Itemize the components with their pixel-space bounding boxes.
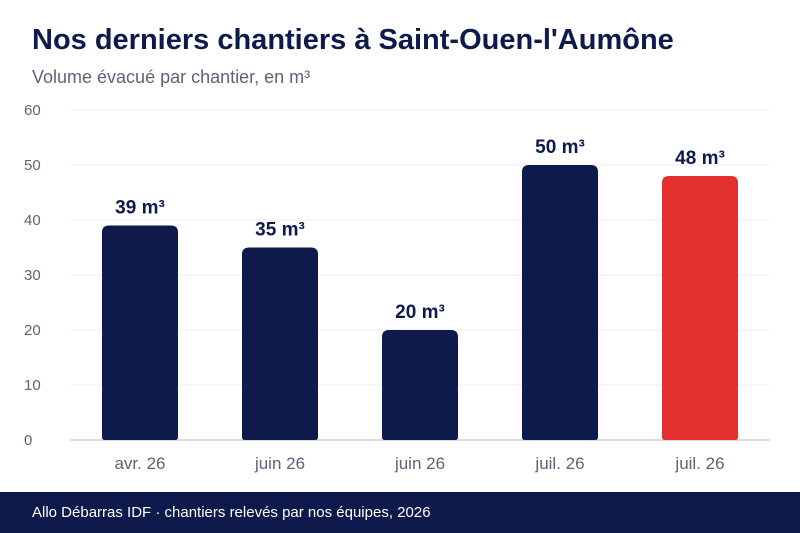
x-tick-label: juil. 26: [674, 454, 724, 473]
bar: [382, 330, 458, 440]
bar-value-label: 50 m³: [535, 137, 585, 158]
y-tick-label: 20: [24, 322, 41, 339]
y-tick-label: 0: [24, 432, 32, 449]
bar-chart: 0 10 20 30 40 50 60 39 m³ avr. 26 35 m³ juin 26 20 …: [24, 102, 770, 473]
bar-value-label: 48 m³: [675, 148, 725, 169]
bar: [242, 247, 318, 440]
bar-value-label: 39 m³: [115, 198, 165, 219]
x-tick-label: juin 26: [254, 454, 305, 473]
bar-value-label: 20 m³: [395, 302, 445, 323]
footer-bar: Allo Débarras IDF · chantiers relevés pa…: [0, 492, 800, 533]
x-tick-label: avr. 26: [114, 454, 165, 473]
x-tick-label: juin 26: [394, 454, 445, 473]
y-tick-label: 40: [24, 212, 41, 229]
chart-title: Nos derniers chantiers à Saint-Ouen-l'Au…: [32, 24, 674, 56]
chart-subtitle: Volume évacué par chantier, en m³: [32, 67, 311, 87]
bar: [102, 225, 178, 440]
bar: [662, 176, 738, 440]
x-tick-label: juil. 26: [534, 454, 584, 473]
bar-value-label: 35 m³: [255, 220, 305, 241]
y-tick-label: 60: [24, 102, 41, 119]
y-tick-label: 30: [24, 267, 41, 284]
footer-source: Allo Débarras IDF · chantiers relevés pa…: [32, 504, 431, 521]
y-tick-label: 10: [24, 377, 41, 394]
y-tick-label: 50: [24, 157, 41, 174]
bar: [522, 165, 598, 440]
